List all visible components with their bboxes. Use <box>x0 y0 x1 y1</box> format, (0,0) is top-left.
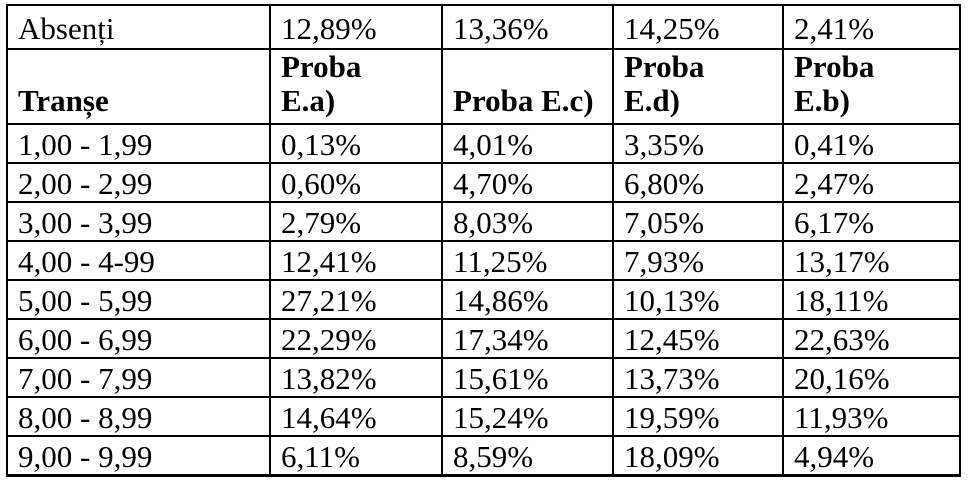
table-row: 2,00 - 2,99 0,60% 4,70% 6,80% 2,47% <box>6 162 961 203</box>
results-table: Absenți 12,89% 13,36% 14,25% 2,41% Tranș… <box>6 4 961 477</box>
value-cell: 8,59% <box>441 435 614 477</box>
absent-value-ea: 12,89% <box>269 4 443 50</box>
proba-eb-header: Proba E.b) <box>782 48 961 125</box>
value-cell: 4,70% <box>441 162 614 203</box>
absent-row: Absenți 12,89% 13,36% 14,25% 2,41% <box>6 4 961 50</box>
range-cell: 3,00 - 3,99 <box>6 201 271 242</box>
range-cell: 6,00 - 6,99 <box>6 318 271 359</box>
value-cell: 0,13% <box>269 123 443 164</box>
value-cell: 18,11% <box>782 279 961 320</box>
value-cell: 13,17% <box>782 240 961 281</box>
value-cell: 6,80% <box>612 162 784 203</box>
range-cell: 9,00 - 9,99 <box>6 435 271 477</box>
table-row: 3,00 - 3,99 2,79% 8,03% 7,05% 6,17% <box>6 201 961 242</box>
value-cell: 13,73% <box>612 357 784 398</box>
value-cell: 11,93% <box>782 396 961 437</box>
table-row: 6,00 - 6,99 22,29% 17,34% 12,45% 22,63% <box>6 318 961 359</box>
value-cell: 22,63% <box>782 318 961 359</box>
value-cell: 12,41% <box>269 240 443 281</box>
value-cell: 7,93% <box>612 240 784 281</box>
value-cell: 6,17% <box>782 201 961 242</box>
range-cell: 1,00 - 1,99 <box>6 123 271 164</box>
transe-header: Tranșe <box>6 48 271 125</box>
value-cell: 0,41% <box>782 123 961 164</box>
table-row: 5,00 - 5,99 27,21% 14,86% 10,13% 18,11% <box>6 279 961 320</box>
value-cell: 27,21% <box>269 279 443 320</box>
range-cell: 7,00 - 7,99 <box>6 357 271 398</box>
proba-ea-header: Proba E.a) <box>269 48 443 125</box>
value-cell: 14,64% <box>269 396 443 437</box>
value-cell: 17,34% <box>441 318 614 359</box>
table-row: 4,00 - 4-99 12,41% 11,25% 7,93% 13,17% <box>6 240 961 281</box>
value-cell: 11,25% <box>441 240 614 281</box>
table-row: 8,00 - 8,99 14,64% 15,24% 19,59% 11,93% <box>6 396 961 437</box>
proba-ec-header: Proba E.c) <box>441 48 614 125</box>
absent-value-eb: 2,41% <box>782 4 961 50</box>
value-cell: 20,16% <box>782 357 961 398</box>
value-cell: 15,61% <box>441 357 614 398</box>
value-cell: 2,79% <box>269 201 443 242</box>
range-cell: 2,00 - 2,99 <box>6 162 271 203</box>
value-cell: 6,11% <box>269 435 443 477</box>
range-cell: 5,00 - 5,99 <box>6 279 271 320</box>
value-cell: 19,59% <box>612 396 784 437</box>
value-cell: 4,01% <box>441 123 614 164</box>
value-cell: 0,60% <box>269 162 443 203</box>
value-cell: 10,13% <box>612 279 784 320</box>
absent-label: Absenți <box>6 4 271 50</box>
value-cell: 22,29% <box>269 318 443 359</box>
range-cell: 8,00 - 8,99 <box>6 396 271 437</box>
range-cell: 4,00 - 4-99 <box>6 240 271 281</box>
value-cell: 18,09% <box>612 435 784 477</box>
value-cell: 14,86% <box>441 279 614 320</box>
header-row: Tranșe Proba E.a) Proba E.c) Proba E.d) … <box>6 48 961 125</box>
proba-ed-header: Proba E.d) <box>612 48 784 125</box>
absent-value-ed: 14,25% <box>612 4 784 50</box>
value-cell: 3,35% <box>612 123 784 164</box>
value-cell: 13,82% <box>269 357 443 398</box>
value-cell: 2,47% <box>782 162 961 203</box>
value-cell: 8,03% <box>441 201 614 242</box>
absent-value-ec: 13,36% <box>441 4 614 50</box>
value-cell: 15,24% <box>441 396 614 437</box>
table-row: 7,00 - 7,99 13,82% 15,61% 13,73% 20,16% <box>6 357 961 398</box>
value-cell: 7,05% <box>612 201 784 242</box>
value-cell: 12,45% <box>612 318 784 359</box>
table-row: 1,00 - 1,99 0,13% 4,01% 3,35% 0,41% <box>6 123 961 164</box>
table-row: 9,00 - 9,99 6,11% 8,59% 18,09% 4,94% <box>6 435 961 477</box>
value-cell: 4,94% <box>782 435 961 477</box>
